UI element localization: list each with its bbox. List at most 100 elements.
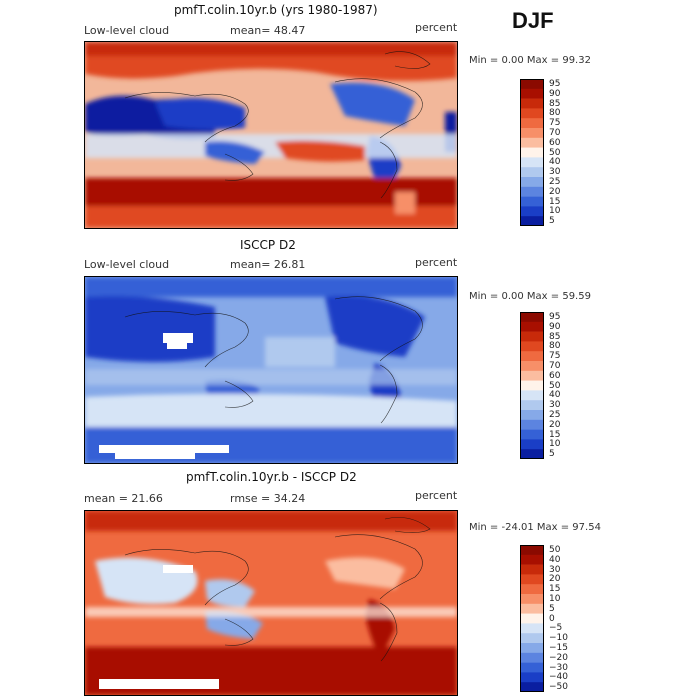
colorbar-tick-label: 85 [549,98,561,109]
colorbar-swatch [520,439,544,450]
panel3-units-label: percent [415,489,458,502]
panel2-title: ISCCP D2 [240,238,296,252]
colorbar-swatch [520,186,544,197]
colorbar-swatch [520,652,544,663]
panel3-minmax: Min = -24.01 Max = 97.54 [469,522,601,533]
panel2-units-label: percent [415,256,458,269]
colorbar-border [520,79,544,226]
panel3-title: pmfT.colin.10yr.b - ISCCP D2 [186,470,357,484]
colorbar-tick-label: −10 [549,633,568,644]
colorbar-tick-label: 60 [549,137,561,148]
panel3-mean-label: mean = 21.66 [84,492,163,505]
colorbar-tick-label: 50 [549,380,561,391]
colorbar-border [520,312,544,459]
colorbar-tick-label: −30 [549,662,568,673]
colorbar-tick-label: 70 [549,360,561,371]
colorbar-tick-label: 85 [549,331,561,342]
colorbar-swatch [520,410,544,421]
panel3-colorbar [520,545,544,693]
colorbar-tick-label: 5 [549,216,555,227]
colorbar-swatch [520,613,544,624]
colorbar-swatch [520,380,544,391]
colorbar-tick-label: 15 [549,429,561,440]
panel1-variable-label: Low-level cloud [84,24,170,37]
colorbar-swatch [520,206,544,217]
colorbar-swatch [520,545,544,556]
colorbar-tick-label: 90 [549,321,561,332]
colorbar-tick-label: 80 [549,341,561,352]
colorbar-swatch [520,449,544,460]
panel2-colorbar [520,312,544,460]
panel2-map [84,276,458,464]
colorbar-tick-label: 0 [549,613,555,624]
colorbar-tick-label: 75 [549,118,561,129]
colorbar-swatch [520,351,544,362]
colorbar-tick-label: −5 [549,623,563,634]
colorbar-tick-label: 20 [549,574,561,585]
colorbar-swatch [520,574,544,585]
colorbar-tick-label: −20 [549,652,568,663]
colorbar-tick-label: 40 [549,554,561,565]
colorbar-swatch [520,341,544,352]
colorbar-swatch [520,564,544,575]
panel1-units-label: percent [415,21,458,34]
colorbar-tick-label: 40 [549,390,561,401]
panel1-colorbar [520,79,544,227]
colorbar-tick-label: 20 [549,186,561,197]
panel2-variable-label: Low-level cloud [84,258,170,271]
colorbar-swatch [520,137,544,148]
colorbar-tick-label: 5 [549,603,555,614]
colorbar-tick-label: 30 [549,167,561,178]
colorbar-tick-label: 10 [549,593,561,604]
colorbar-swatch [520,312,544,323]
colorbar-tick-label: 30 [549,564,561,575]
colorbar-tick-label: 80 [549,108,561,119]
colorbar-swatch [520,603,544,614]
colorbar-swatch [520,390,544,401]
colorbar-tick-label: 25 [549,409,561,420]
colorbar-swatch [520,331,544,342]
colorbar-swatch [520,147,544,158]
colorbar-swatch [520,196,544,207]
panel3-rmse-label: rmse = 34.24 [230,492,306,505]
colorbar-tick-label: −50 [549,682,568,693]
panel2-mean-label: mean= 26.81 [230,258,306,271]
colorbar-tick-label: 15 [549,196,561,207]
colorbar-swatch [520,370,544,381]
colorbar-tick-label: 30 [549,400,561,411]
season-label: DJF [512,8,554,33]
colorbar-tick-label: 50 [549,544,561,555]
colorbar-tick-label: 70 [549,127,561,138]
colorbar-tick-label: 60 [549,370,561,381]
colorbar-swatch [520,88,544,99]
colorbar-tick-label: 75 [549,351,561,362]
colorbar-swatch [520,79,544,90]
colorbar-swatch [520,216,544,227]
colorbar-tick-label: −15 [549,642,568,653]
colorbar-swatch [520,167,544,178]
colorbar-swatch [520,157,544,168]
colorbar-swatch [520,623,544,634]
colorbar-swatch [520,643,544,654]
colorbar-swatch [520,321,544,332]
colorbar-swatch [520,429,544,440]
panel1-minmax: Min = 0.00 Max = 99.32 [469,55,591,66]
panel2-minmax: Min = 0.00 Max = 59.59 [469,291,591,302]
colorbar-tick-label: 95 [549,311,561,322]
colorbar-swatch [520,98,544,109]
colorbar-tick-label: 10 [549,206,561,217]
colorbar-swatch [520,662,544,673]
colorbar-tick-label: 25 [549,176,561,187]
colorbar-swatch [520,128,544,139]
colorbar-swatch [520,554,544,565]
panel3-map [84,510,458,696]
colorbar-tick-label: 95 [549,78,561,89]
panel1-mean-label: mean= 48.47 [230,24,306,37]
colorbar-tick-label: 20 [549,419,561,430]
colorbar-border [520,545,544,692]
panel1-title: pmfT.colin.10yr.b (yrs 1980-1987) [174,3,378,17]
colorbar-swatch [520,118,544,129]
colorbar-swatch [520,419,544,430]
colorbar-tick-label: 15 [549,584,561,595]
colorbar-swatch [520,682,544,693]
